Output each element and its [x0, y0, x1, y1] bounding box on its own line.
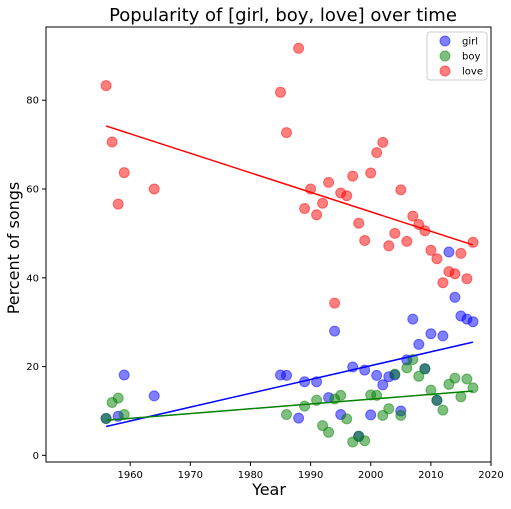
trend-line-love — [105, 125, 474, 246]
x-tick-label: 2010 — [418, 470, 443, 481]
data-point-boy — [437, 404, 449, 416]
data-point-boy — [467, 382, 479, 394]
y-tick-label: 40 — [26, 273, 39, 284]
data-point-love — [401, 235, 413, 247]
data-point-love — [106, 136, 118, 148]
data-point-love — [461, 273, 473, 285]
data-point-love — [377, 136, 389, 148]
data-point-boy — [323, 426, 335, 438]
data-point-girl — [443, 246, 455, 258]
data-point-love — [299, 203, 311, 214]
data-point-girl — [437, 330, 449, 342]
data-point-love — [317, 197, 329, 209]
data-point-girl — [413, 338, 425, 350]
series-love — [100, 42, 479, 309]
data-point-boy — [383, 403, 395, 415]
data-point-love — [112, 198, 124, 210]
data-point-girl — [329, 325, 341, 337]
data-point-boy — [341, 413, 353, 425]
y-tick-label: 60 — [26, 185, 39, 196]
legend: girl boy love — [426, 31, 488, 81]
data-point-love — [293, 42, 305, 54]
data-point-girl — [281, 369, 292, 381]
data-point-boy — [419, 363, 431, 375]
data-point-girl — [449, 291, 461, 303]
data-point-love — [407, 210, 419, 222]
data-point-love — [347, 170, 359, 182]
data-point-boy — [425, 384, 437, 396]
data-point-love — [431, 253, 443, 265]
x-axis-title: Year — [251, 480, 286, 499]
data-point-love — [389, 227, 401, 239]
y-tick-label: 80 — [26, 96, 39, 107]
data-point-love — [449, 268, 461, 280]
data-point-love — [118, 167, 130, 179]
data-point-girl — [425, 328, 437, 340]
data-point-girl — [148, 390, 160, 402]
data-point-girl — [365, 409, 377, 421]
legend-marker-boy — [439, 50, 451, 62]
data-point-boy — [389, 368, 401, 380]
data-point-love — [281, 127, 292, 139]
data-point-boy — [100, 413, 112, 424]
data-point-girl — [293, 412, 305, 424]
data-point-love — [341, 190, 353, 202]
plot-frame — [45, 26, 492, 463]
series-boy — [100, 354, 479, 448]
data-point-love — [100, 80, 112, 92]
y-tick-label: 0 — [33, 451, 39, 462]
data-point-boy — [401, 362, 413, 374]
data-point-girl — [118, 369, 130, 381]
legend-label-love: love — [462, 67, 483, 78]
data-point-love — [311, 209, 323, 221]
data-point-girl — [371, 369, 383, 381]
data-point-love — [359, 235, 371, 246]
data-point-love — [323, 176, 335, 188]
x-tick-label: 2000 — [358, 470, 383, 481]
data-point-love — [455, 247, 467, 259]
chart-title: Popularity of [girl, boy, love] over tim… — [109, 5, 457, 26]
data-point-boy — [413, 370, 425, 382]
data-point-love — [353, 217, 365, 229]
data-point-boy — [281, 409, 292, 420]
data-point-boy — [431, 394, 443, 406]
data-point-love — [365, 167, 377, 179]
data-point-boy — [455, 391, 467, 403]
data-point-boy — [112, 392, 124, 404]
data-point-girl — [377, 379, 389, 391]
data-point-love — [329, 297, 341, 309]
data-point-love — [437, 277, 449, 289]
trend-line-boy — [106, 390, 474, 422]
legend-marker-love — [439, 65, 451, 77]
data-point-girl — [467, 316, 479, 328]
data-point-love — [148, 183, 160, 195]
x-tick-label: 1960 — [117, 470, 142, 481]
data-point-boy — [395, 409, 407, 421]
data-point-boy — [461, 373, 473, 385]
data-point-love — [395, 184, 407, 196]
x-tick-label: 1970 — [178, 470, 203, 481]
data-point-boy — [359, 435, 371, 447]
y-tick-label: 20 — [26, 362, 39, 373]
data-point-boy — [449, 372, 461, 384]
trend-line-girl — [105, 341, 474, 428]
data-point-love — [275, 86, 286, 98]
data-point-boy — [335, 389, 347, 401]
legend-marker-girl — [439, 35, 451, 47]
x-tick-label: 1980 — [238, 470, 263, 481]
data-point-love — [425, 244, 437, 256]
x-tick-label: 1990 — [298, 470, 323, 481]
data-point-love — [371, 147, 383, 159]
legend-label-boy: boy — [462, 52, 480, 63]
x-tick-label: 2020 — [478, 470, 503, 481]
legend-label-girl: girl — [462, 37, 478, 48]
data-point-love — [467, 236, 479, 248]
data-point-girl — [407, 313, 419, 325]
data-point-love — [383, 240, 395, 252]
data-point-boy — [299, 400, 311, 412]
y-axis-title: Percent of songs — [4, 182, 23, 315]
plot-layer: 1960 1970 1980 1990 2000 2010 2020 0 20 40 60 80 gir… — [26, 26, 504, 481]
